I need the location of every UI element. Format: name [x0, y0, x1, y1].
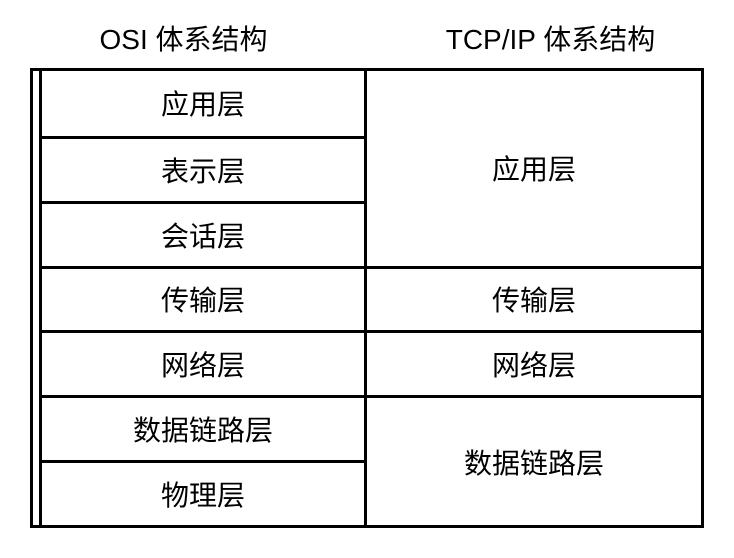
osi-label-6: 物理层 [161, 474, 245, 514]
tcpip-column: 应用层传输层网络层数据链路层 [367, 71, 701, 525]
osi-cell-5: 数据链路层 [39, 395, 364, 460]
tcpip-cell-0: 应用层 [367, 71, 701, 266]
tcpip-cell-2: 网络层 [367, 330, 701, 395]
tcpip-label-3: 数据链路层 [464, 442, 604, 482]
osi-cell-6: 物理层 [39, 460, 364, 525]
osi-header: OSI 体系结构 [0, 18, 367, 58]
table-frame: 应用层表示层会话层传输层网络层数据链路层物理层 应用层传输层网络层数据链路层 [30, 68, 704, 528]
osi-column: 应用层表示层会话层传输层网络层数据链路层物理层 [33, 71, 367, 525]
osi-cell-2: 会话层 [39, 201, 364, 266]
tcpip-label-1: 传输层 [492, 279, 576, 319]
osi-cell-1: 表示层 [39, 136, 364, 201]
osi-label-3: 传输层 [161, 279, 245, 319]
tcpip-label-2: 网络层 [492, 344, 576, 384]
tcpip-label-0: 应用层 [492, 148, 576, 188]
tcpip-cell-3: 数据链路层 [367, 395, 701, 525]
osi-cell-3: 传输层 [39, 266, 364, 331]
tcpip-cell-1: 传输层 [367, 266, 701, 331]
osi-label-2: 会话层 [161, 215, 245, 255]
osi-label-1: 表示层 [161, 150, 245, 190]
tcpip-header: TCP/IP 体系结构 [367, 18, 734, 58]
osi-label-5: 数据链路层 [133, 409, 273, 449]
osi-label-4: 网络层 [161, 344, 245, 384]
diagram-stage: OSI 体系结构 TCP/IP 体系结构 应用层表示层会话层传输层网络层数据链路… [0, 0, 734, 558]
osi-cell-4: 网络层 [39, 330, 364, 395]
headers-row: OSI 体系结构 TCP/IP 体系结构 [0, 0, 734, 58]
osi-cell-0: 应用层 [39, 71, 364, 136]
osi-label-0: 应用层 [161, 83, 245, 123]
